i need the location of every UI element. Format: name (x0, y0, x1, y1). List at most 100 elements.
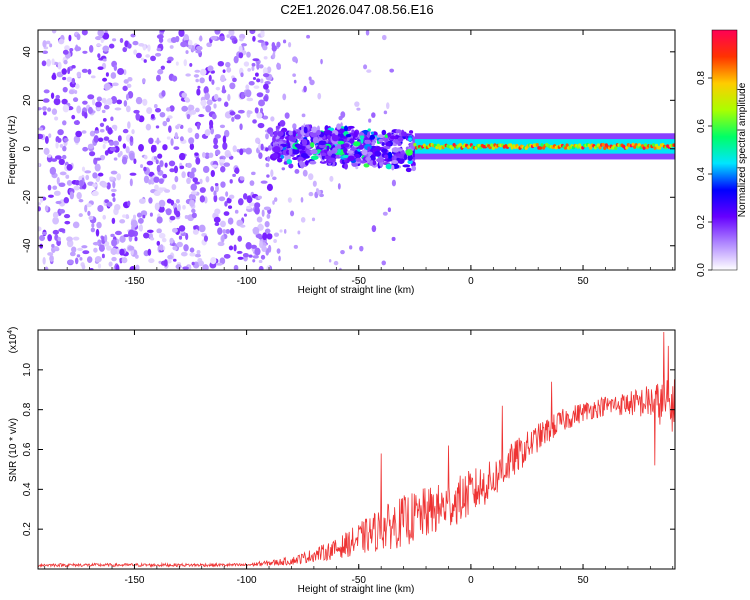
heatmap-cell (242, 193, 248, 200)
heatmap-cell (88, 215, 94, 221)
heatmap-cell (94, 256, 102, 263)
heatmap-cell (95, 36, 102, 41)
heatmap-cell (94, 163, 101, 172)
heatmap-cell (105, 72, 109, 77)
heatmap-cell (117, 67, 125, 76)
heatmap-cell (333, 260, 339, 266)
heatmap-cell (343, 125, 349, 132)
heatmap-cell (216, 262, 223, 266)
heatmap-cell (367, 151, 373, 156)
heatmap-cell (214, 134, 221, 139)
spectrogram-x-ticks: -150 -100 -50 0 50 (44, 30, 674, 287)
heatmap-cell (263, 206, 271, 211)
heatmap-cell (303, 126, 308, 134)
heatmap-cell (58, 228, 66, 233)
heatmap-cell (411, 165, 417, 172)
heatmap-cell (308, 191, 314, 197)
heatmap-cell (82, 250, 90, 255)
heatmap-cell (192, 177, 199, 183)
heatmap-cell (127, 121, 131, 129)
heatmap-cell (166, 117, 171, 123)
heatmap-cell (82, 146, 89, 152)
heatmap-cell (42, 40, 47, 48)
heatmap-cell (222, 69, 226, 73)
heatmap-cell (262, 73, 270, 78)
heatmap-cell (252, 226, 260, 235)
heatmap-cell (51, 74, 57, 80)
heatmap-cell (217, 60, 225, 67)
heatmap-cell (213, 103, 217, 109)
heatmap-cell (255, 72, 259, 77)
heatmap-cell (382, 211, 388, 216)
heatmap-cell (356, 107, 361, 111)
heatmap-cell (199, 178, 203, 185)
heatmap-cell (214, 208, 221, 215)
heatmap-cell (84, 111, 88, 119)
heatmap-cell (210, 185, 215, 192)
heatmap-cell (252, 35, 256, 42)
heatmap-cell (73, 185, 80, 191)
heatmap-cell (67, 66, 71, 75)
heatmap-cell (176, 123, 182, 127)
heatmap-cell (169, 45, 174, 49)
heatmap-cell (383, 110, 388, 115)
heatmap-cell (195, 157, 201, 165)
heatmap-cell (117, 135, 122, 142)
heatmap-cell (169, 237, 174, 244)
heatmap-cell (240, 72, 244, 78)
heatmap-cell (64, 220, 71, 225)
heatmap-cell (202, 165, 210, 173)
heatmap-cell (52, 185, 58, 190)
y-tick-label: -20 (22, 190, 33, 205)
heatmap-cell (161, 237, 167, 243)
heatmap-cell (191, 212, 197, 219)
heatmap-cell (354, 153, 361, 158)
heatmap-cell (76, 71, 82, 78)
heatmap-cell (257, 122, 265, 129)
carrier-cell (540, 143, 544, 147)
heatmap-cell (204, 92, 210, 101)
heatmap-cell (218, 196, 226, 202)
snr-x-ticks: -150 -100 -50 0 50 (44, 330, 674, 586)
heatmap-cell (138, 43, 145, 47)
heatmap-cell (81, 68, 88, 73)
heatmap-cell (349, 245, 353, 250)
heatmap-cell (90, 75, 96, 79)
heatmap-cell (258, 99, 265, 107)
heatmap-cell (225, 61, 231, 68)
heatmap-cell (226, 34, 230, 38)
heatmap-cell (366, 157, 370, 164)
heatmap-cell (98, 244, 105, 252)
heatmap-cell (219, 257, 226, 265)
heatmap-cell (182, 204, 186, 210)
heatmap-cell (273, 232, 280, 237)
y-tick-label: 0.4 (22, 482, 33, 496)
heatmap-cell (164, 162, 168, 168)
heatmap-cell (376, 157, 384, 163)
heatmap-cell (249, 180, 255, 186)
heatmap-cell (210, 127, 215, 135)
heatmap-cell (93, 247, 98, 253)
heatmap-cell (195, 78, 199, 83)
heatmap-cell (224, 201, 228, 207)
heatmap-cell (237, 198, 244, 206)
snr-multiplier-close: ) (8, 327, 19, 330)
snr-panel: -150 -100 -50 0 50 0.2 0.4 0.6 0.8 1.0 Height of… (7, 327, 676, 595)
heatmap-cell (341, 154, 350, 159)
heatmap-cell (391, 236, 396, 242)
heatmap-cell (219, 124, 226, 129)
heatmap-cell (200, 99, 207, 107)
heatmap-cell (254, 202, 261, 209)
heatmap-cell (54, 155, 62, 160)
heatmap-cell (72, 221, 80, 229)
carrier-cell (565, 143, 569, 147)
heatmap-cell (154, 52, 162, 57)
heatmap-cell (89, 130, 96, 137)
heatmap-cell (339, 267, 342, 270)
heatmap-cell (157, 153, 163, 159)
carrier-cell (672, 143, 675, 147)
heatmap-cell (309, 160, 317, 165)
heatmap-cell (219, 35, 225, 42)
heatmap-cell (112, 140, 120, 146)
heatmap-cell (62, 76, 67, 81)
